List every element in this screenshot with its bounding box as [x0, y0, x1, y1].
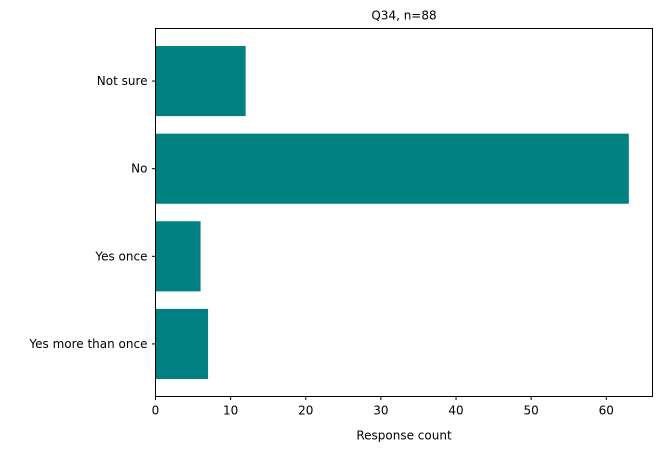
bar-no	[155, 133, 629, 204]
bars-group	[155, 46, 629, 379]
x-tick-label: 40	[448, 404, 463, 418]
y-tick-label: Yes more than once	[28, 337, 147, 351]
x-tick-label: 50	[524, 404, 539, 418]
plot-frame	[155, 28, 653, 397]
bar-yes-once	[155, 221, 201, 292]
bar-yes-more-than-once	[155, 308, 209, 379]
bar-not-sure	[155, 46, 246, 117]
x-tick-label: 30	[373, 404, 388, 418]
y-tick-label: No	[131, 162, 147, 176]
y-tick-label: Yes once	[94, 249, 147, 263]
y-axis: Yes more than once Yes once No Not sure	[28, 74, 156, 351]
x-tick-label: 10	[223, 404, 238, 418]
x-axis-label: Response count	[356, 429, 452, 443]
x-tick-label: 20	[298, 404, 313, 418]
x-tick-label: 0	[152, 404, 160, 418]
x-tick-label: 60	[599, 404, 614, 418]
x-axis: 0 10 20 30 40 50 60	[152, 396, 614, 418]
chart-title: Q34, n=88	[371, 9, 436, 23]
y-tick-label: Not sure	[97, 74, 148, 88]
